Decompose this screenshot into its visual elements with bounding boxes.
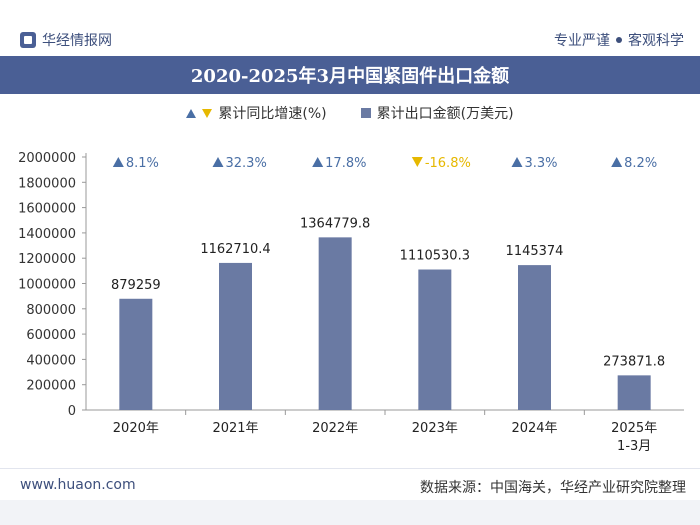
growth-up-marker <box>212 157 224 167</box>
growth-value-label: -16.8% <box>425 156 471 171</box>
bullet-dot-icon <box>616 37 622 43</box>
x-tick-label: 2022年 <box>312 421 358 436</box>
bar-value-label: 1145374 <box>506 244 564 259</box>
legend-label-export: 累计出口金额(万美元) <box>376 106 514 122</box>
legend-item-export[interactable]: 累计出口金额(万美元) <box>360 103 514 123</box>
y-tick-label: 1200000 <box>18 252 76 267</box>
growth-value-label: 17.8% <box>325 156 366 171</box>
y-tick-label: 800000 <box>26 303 76 318</box>
chart-title-bar: 2020-2025年3月中国紧固件出口金额 <box>0 56 700 94</box>
bar-value-label: 1364779.8 <box>300 216 370 231</box>
y-tick-label: 600000 <box>26 328 76 343</box>
bar <box>119 298 153 410</box>
chart-legend: 累计同比增速(%) 累计出口金额(万美元) <box>0 100 700 126</box>
brand[interactable]: 华经情报网 <box>20 30 112 50</box>
bar <box>518 265 551 410</box>
bar-value-label: 273871.8 <box>603 354 665 369</box>
triangle-up-icon <box>186 108 197 118</box>
y-tick-label: 1600000 <box>18 202 76 217</box>
growth-down-marker <box>411 157 423 167</box>
bar <box>219 262 252 410</box>
y-tick-label: 2000000 <box>18 151 76 166</box>
triangle-down-icon <box>202 108 213 118</box>
growth-up-marker <box>511 157 523 167</box>
bar <box>617 375 651 410</box>
bottom-strip <box>0 500 700 525</box>
y-tick-label: 200000 <box>26 379 76 394</box>
growth-up-marker <box>611 157 623 167</box>
y-tick-label: 1000000 <box>18 278 76 293</box>
footer-website[interactable]: www.huaon.com <box>20 477 136 493</box>
bar <box>418 269 452 410</box>
growth-value-label: 8.2% <box>624 156 657 171</box>
footer: www.huaon.com 数据来源：中国海关，华经产业研究院整理 <box>0 468 700 501</box>
chart-title: 2020-2025年3月中国紧固件出口金额 <box>190 66 510 87</box>
legend-swatch-icon <box>360 108 371 118</box>
x-tick-label: 2020年 <box>113 421 159 436</box>
y-tick-label: 1800000 <box>18 176 76 191</box>
growth-value-label: 32.3% <box>226 156 267 171</box>
bar-chart: 0 200000 400000 600000 800000 1000000 1200000 1… <box>18 151 684 454</box>
x-tick-label: 2024年 <box>511 421 557 436</box>
brand-name: 华经情报网 <box>42 33 112 49</box>
bar <box>318 237 352 410</box>
growth-value-label: 3.3% <box>525 156 558 171</box>
legend-label-growth: 累计同比增速(%) <box>218 106 327 122</box>
growth-up-marker <box>312 157 324 167</box>
legend-item-growth[interactable]: 累计同比增速(%) <box>186 103 327 123</box>
bar-value-label: 1162710.4 <box>200 242 270 257</box>
x-tick-label: 1-3月 <box>617 439 651 454</box>
x-tick-label: 2021年 <box>212 421 258 436</box>
y-tick-label: 1400000 <box>18 227 76 242</box>
growth-value-label: 8.1% <box>126 156 159 171</box>
bar-value-label: 1110530.3 <box>400 249 470 264</box>
x-tick-label: 2025年 <box>611 421 657 436</box>
slogan: 专业严谨 客观科学 <box>554 30 684 50</box>
x-tick-label: 2023年 <box>412 421 458 436</box>
bar-value-label: 879259 <box>111 278 161 293</box>
slogan-right: 客观科学 <box>628 33 684 49</box>
header: 华经情报网 专业严谨 客观科学 <box>0 0 700 56</box>
y-tick-label: 400000 <box>26 353 76 368</box>
y-tick-label: 0 <box>68 404 76 419</box>
growth-up-marker <box>112 157 124 167</box>
footer-source: 数据来源：中国海关，华经产业研究院整理 <box>420 480 686 496</box>
brand-logo-icon <box>20 32 36 48</box>
slogan-left: 专业严谨 <box>554 33 610 49</box>
